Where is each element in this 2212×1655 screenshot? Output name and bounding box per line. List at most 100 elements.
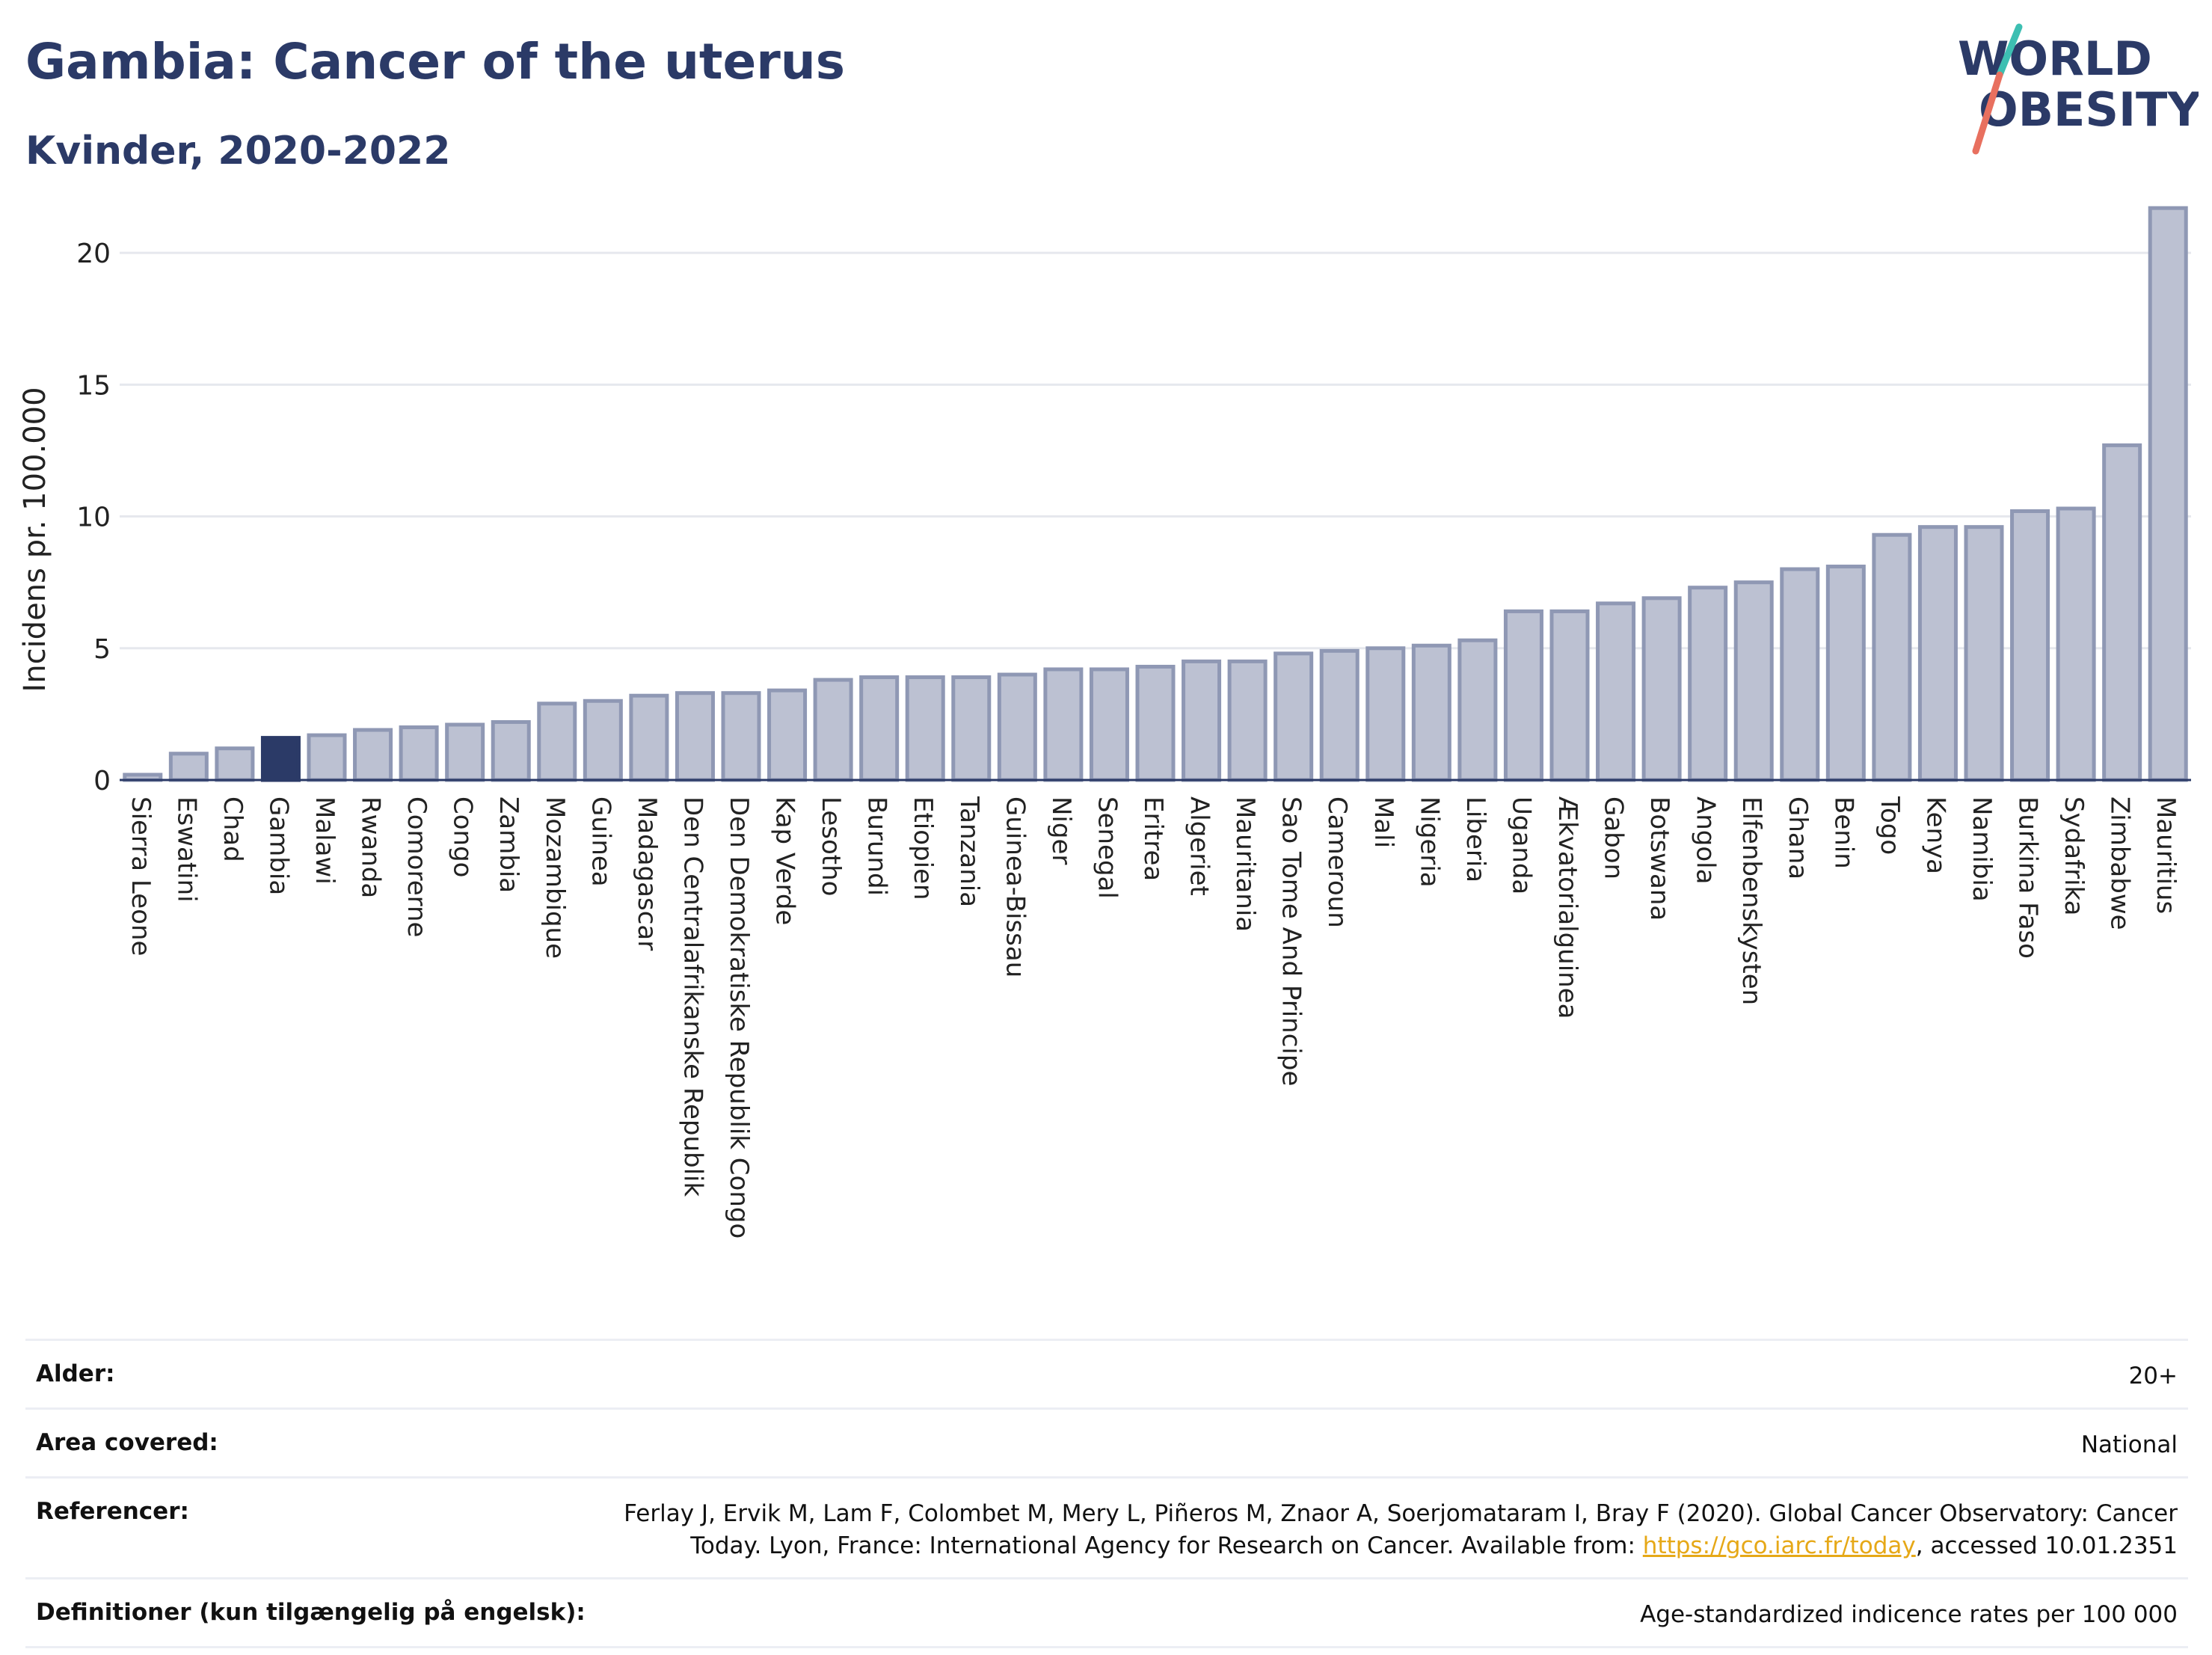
bar-chart: 0 5 10 15 20 Sierra Leone Eswatini Chad Gambia M… (18, 206, 2191, 1238)
bar-niger (1043, 667, 1084, 782)
x-tick-label: Ækvatorialguinea (1552, 796, 1582, 1019)
bar-guinea-bissau (997, 672, 1037, 782)
chart-subtitle: Kvinder, 2020-2022 (25, 129, 451, 174)
bar-congo (445, 722, 485, 782)
x-tick-label: Mali (1368, 796, 1398, 848)
x-tick-label: Elfenbenskysten (1736, 796, 1766, 1005)
info-label: Referencer: (36, 1498, 189, 1525)
x-tick-label: Nigeria (1414, 796, 1444, 888)
x-tick-label: Senegal (1092, 796, 1122, 899)
bar-mali (1365, 646, 1406, 782)
bar-mauritania (1227, 659, 1268, 782)
x-tick-label: Gabon (1599, 796, 1629, 879)
bar-ækvatorialguinea (1549, 609, 1590, 782)
x-tick-label: Benin (1828, 796, 1858, 869)
bar-senegal (1089, 667, 1129, 782)
x-tick-label: Sao Tome And Principe (1276, 796, 1306, 1086)
x-tick-label: Comorerne (402, 796, 431, 937)
bars (123, 206, 2188, 782)
bar-kenya (1917, 525, 1958, 782)
x-tick-label: Liberia (1460, 796, 1490, 882)
bar-liberia (1457, 638, 1498, 782)
bar-uganda (1503, 609, 1543, 782)
x-tick-label: Zimbabwe (2105, 796, 2135, 930)
bar-nigeria (1411, 643, 1451, 782)
x-tick-label: Botswana (1644, 796, 1674, 921)
x-tick-label: Mauritius (2151, 796, 2181, 914)
x-tick-label: Eritrea (1138, 796, 1168, 881)
x-tick-label: Namibia (1967, 796, 1997, 902)
y-tick-label: 10 (76, 503, 111, 533)
bar-burundi (859, 675, 900, 782)
info-row-definitions: Definitioner (kun tilgængelig på engelsk… (25, 1577, 2188, 1648)
x-tick-label: Gambia (263, 796, 293, 895)
bar-angola (1688, 586, 1728, 782)
x-tick-label: Rwanda (356, 796, 386, 898)
x-tick-label: Madagascar (632, 796, 662, 951)
world-obesity-logo: WORLD OBESITY (1958, 23, 2199, 155)
x-tick-label: Mauritania (1230, 796, 1260, 932)
x-tick-label: Tanzania (954, 796, 984, 907)
bar-lesotho (813, 678, 853, 782)
bar-etiopien (905, 675, 945, 782)
y-axis-label: Incidens pr. 100.000 (18, 387, 52, 692)
bar-comorerne (399, 725, 439, 782)
x-tick-label: Togo (1875, 796, 1905, 855)
bar-tanzania (951, 675, 992, 782)
x-tick-label: Guinea-Bissau (1000, 796, 1030, 977)
bar-chad (215, 746, 255, 782)
x-tick-label: Chad (218, 796, 248, 862)
bar-eritrea (1135, 664, 1176, 782)
bar-cameroun (1319, 648, 1360, 782)
x-tick-label: Sierra Leone (126, 796, 156, 956)
svg-text:OBESITY: OBESITY (1979, 82, 2199, 137)
x-tick-label: Lesotho (816, 796, 846, 896)
reference-text: Ferlay J, Ervik M, Lam F, Colombet M, Me… (624, 1500, 2178, 1559)
info-row-area: Area covered: National (25, 1407, 2188, 1476)
bar-madagascar (629, 693, 669, 782)
bar-mauritius (2148, 206, 2188, 782)
bar-benin (1825, 565, 1866, 782)
bar-ghana (1780, 567, 1820, 782)
svg-text:WORLD: WORLD (1958, 31, 2152, 86)
y-tick-label: 20 (76, 239, 111, 269)
bar-malawi (307, 733, 347, 782)
x-tick-label: Den Centralafrikanske Republik (678, 796, 707, 1197)
y-tick-label: 15 (76, 370, 111, 401)
chart-title: Gambia: Cancer of the uterus (25, 33, 846, 90)
info-table: Alder: 20+ Area covered: National Refere… (25, 1339, 2188, 1648)
x-tick-label: Cameroun (1322, 796, 1352, 928)
x-tick-label: Den Demokratiske Republik Congo (724, 796, 754, 1238)
reference-link[interactable]: https://gco.iarc.fr/today (1642, 1532, 1916, 1559)
info-label: Alder: (36, 1360, 115, 1387)
bar-zambia (491, 719, 531, 782)
bar-guinea (583, 698, 623, 782)
x-axis-ticks: Sierra Leone Eswatini Chad Gambia Malawi Rwan… (126, 796, 2181, 1238)
info-value: National (2080, 1431, 2178, 1458)
x-tick-label: Niger (1046, 796, 1076, 865)
bar-elfenbenskysten (1733, 580, 1774, 782)
info-value: Age-standardized indicence rates per 100… (1640, 1601, 2178, 1628)
info-label: Definitioner (kun tilgængelig på engelsk… (36, 1599, 586, 1626)
x-tick-label: Burkina Faso (2013, 796, 2043, 959)
bar-sydafrika (2056, 506, 2096, 782)
info-value: 20+ (2128, 1363, 2178, 1390)
bar-algeriet (1182, 659, 1222, 782)
x-tick-label: Congo (448, 796, 478, 877)
x-tick-label: Malawi (310, 796, 340, 885)
x-tick-label: Ghana (1783, 796, 1813, 879)
y-axis-ticks: 0 5 10 15 20 (76, 239, 111, 796)
bar-eswatini (168, 752, 209, 782)
bar-burkina-faso (2010, 509, 2050, 782)
y-tick-label: 5 (93, 634, 111, 665)
x-tick-label: Etiopien (908, 796, 938, 900)
bar-mozambique (537, 701, 577, 782)
x-tick-label: Uganda (1506, 796, 1536, 894)
bar-botswana (1641, 596, 1682, 782)
x-tick-label: Eswatini (171, 796, 201, 903)
bar-togo (1872, 532, 1912, 782)
bar-zimbabwe (2102, 443, 2142, 782)
x-tick-label: Mozambique (540, 796, 570, 959)
bar-den-demokratiske-republik-congo (721, 691, 761, 782)
x-tick-label: Kap Verde (770, 796, 800, 925)
